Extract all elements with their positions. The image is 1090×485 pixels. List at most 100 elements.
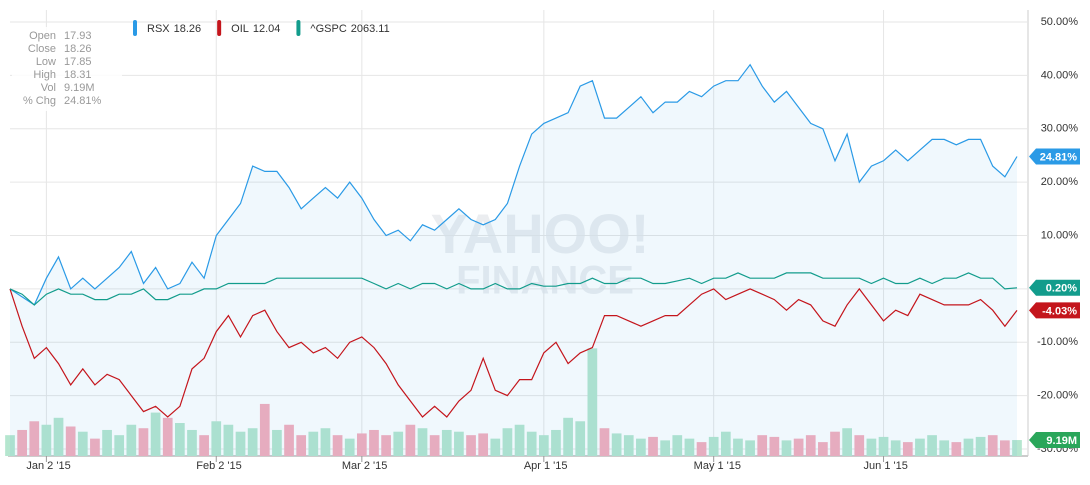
volume-bar (757, 435, 768, 456)
series-line (9, 287, 1018, 418)
series-line (9, 63, 1018, 306)
legend-item[interactable]: OIL 12.04 (217, 20, 280, 36)
legend-label: ^GSPC (310, 23, 346, 35)
volume-bar (175, 423, 185, 456)
volume-bar (623, 435, 634, 456)
volume-bar (526, 431, 537, 456)
volume-bar (65, 426, 76, 456)
volume-bar (344, 438, 355, 456)
volume-bar (454, 431, 464, 456)
legend-label: RSX (147, 23, 170, 35)
volume-bar (77, 431, 88, 456)
x-tick-label: Jun 1 '15 (864, 460, 908, 472)
legend-marker (296, 20, 301, 36)
grid: 50.00%40.00%30.00%20.00%10.00%0.00%-10.0… (8, 10, 1078, 472)
volume-bar (320, 428, 331, 456)
volume-bar (162, 417, 173, 456)
info-value: 17.93 (64, 30, 92, 42)
volume-bar (987, 435, 998, 456)
value-badge (1029, 148, 1080, 165)
x-tick-label: Apr 1 '15 (524, 460, 568, 472)
y-tick-label: 40.00% (1041, 69, 1079, 81)
volume-bar (126, 424, 137, 456)
volume-bar (587, 348, 598, 456)
info-label: Low (36, 56, 56, 68)
volume-bar (429, 435, 440, 456)
info-label: Vol (41, 82, 56, 94)
volume-bar (1012, 440, 1022, 456)
x-tick-label: Feb 2 '15 (196, 460, 242, 472)
value-badge (1029, 432, 1080, 449)
volume-bar (393, 431, 404, 456)
volume-bar (648, 436, 658, 456)
volume-bar (138, 428, 149, 456)
volume-bar (842, 428, 852, 456)
legend-item[interactable]: ^GSPC 2063.11 (296, 20, 390, 36)
legend-value: 12.04 (253, 23, 281, 35)
volume-bar (259, 403, 270, 456)
volume-bar (902, 442, 913, 456)
legend-value: 2063.11 (351, 23, 390, 35)
volume-bar (660, 440, 671, 456)
volume-bar (551, 429, 561, 456)
legend-marker (217, 20, 222, 36)
volume-bar (17, 429, 27, 456)
volume-bar (53, 417, 64, 456)
volume-bar (939, 440, 950, 456)
volume-bar (417, 428, 428, 456)
volume-bar (915, 438, 925, 456)
volume-bar (332, 435, 343, 456)
volume-bar (514, 424, 525, 456)
volume-bar (890, 440, 901, 456)
y-tick-label: 30.00% (1041, 123, 1079, 135)
info-panel (12, 27, 122, 111)
y-tick-label: -10.00% (1037, 336, 1078, 348)
volume-bar (490, 438, 501, 456)
series-line (9, 272, 1018, 306)
volume-bar (235, 431, 246, 456)
volume-bar (951, 442, 962, 456)
value-badge (1029, 302, 1080, 319)
volume-bar (818, 442, 828, 456)
legend-value: 18.26 (174, 23, 202, 35)
volume-bar (599, 428, 610, 456)
x-tick-label: May 1 '15 (694, 460, 741, 472)
series-area (10, 64, 1017, 456)
plot (5, 63, 1022, 456)
volume-bar (672, 435, 683, 456)
volume-bar (308, 431, 319, 456)
volume-bar (975, 436, 986, 456)
legend-item[interactable]: RSX 18.26 (133, 20, 201, 36)
volume-bar (684, 438, 695, 456)
volume-bar (211, 421, 222, 456)
volume-bar (150, 412, 161, 456)
info-label: % Chg (23, 95, 56, 107)
volume-bar (369, 429, 379, 456)
info-value: 18.31 (64, 69, 92, 81)
volume-bar (927, 435, 937, 456)
volume-bar (272, 429, 282, 456)
volume-bar (854, 435, 865, 456)
y-tick-label: -20.00% (1037, 390, 1078, 402)
volume-bar (478, 433, 489, 456)
volume-bar (114, 435, 125, 456)
value-badge-label: -4.03% (1042, 305, 1077, 317)
volume-bar (41, 424, 52, 456)
volume-bar (502, 428, 513, 456)
volume-bar (781, 440, 792, 456)
volume-bar (1000, 440, 1010, 456)
value-badge-label: 24.81% (1040, 151, 1078, 163)
volume-bar (247, 428, 258, 456)
watermark: YAHOO! (431, 202, 650, 265)
volume-bar (405, 424, 416, 456)
volume-bar (878, 436, 889, 456)
y-tick-label: 50.00% (1041, 16, 1079, 28)
volume-bar (5, 435, 15, 456)
volume-bar (575, 421, 586, 456)
volume-bar (636, 438, 646, 456)
info-label: High (33, 69, 56, 81)
info-value: 17.85 (64, 56, 92, 68)
y-tick-label: 20.00% (1041, 176, 1079, 188)
y-tick-label: 10.00% (1041, 229, 1079, 241)
